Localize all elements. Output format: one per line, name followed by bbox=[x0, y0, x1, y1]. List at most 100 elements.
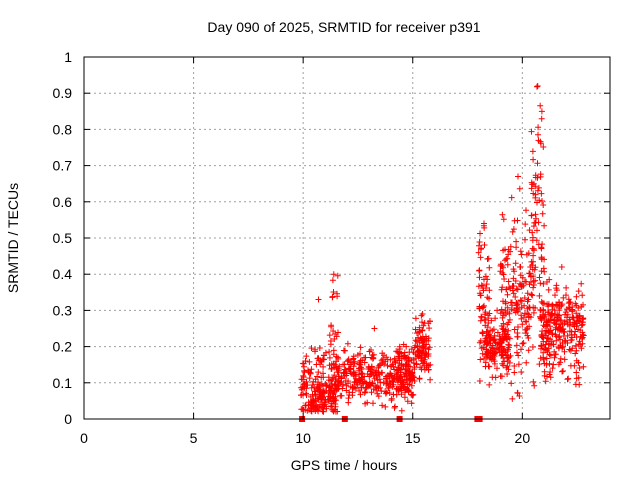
data-point bbox=[303, 392, 310, 398]
data-point bbox=[476, 274, 483, 281]
data-point bbox=[302, 358, 309, 364]
data-point bbox=[506, 359, 513, 366]
data-point bbox=[552, 326, 559, 333]
data-point bbox=[387, 363, 394, 370]
data-point bbox=[553, 321, 560, 328]
data-point bbox=[329, 395, 336, 402]
data-point bbox=[382, 403, 389, 410]
data-point bbox=[542, 330, 549, 337]
data-point bbox=[528, 212, 535, 219]
data-point bbox=[504, 355, 511, 362]
data-point bbox=[308, 384, 315, 391]
data-point bbox=[500, 347, 507, 354]
data-point bbox=[569, 314, 576, 321]
x-tick-label: 0 bbox=[80, 430, 88, 446]
data-point bbox=[478, 314, 485, 321]
data-point bbox=[569, 334, 576, 341]
data-point bbox=[500, 247, 507, 254]
data-point bbox=[488, 317, 495, 324]
data-point bbox=[419, 340, 426, 347]
data-point bbox=[502, 298, 509, 305]
data-point bbox=[580, 316, 587, 322]
data-point bbox=[557, 317, 564, 324]
data-point bbox=[517, 297, 524, 304]
data-point bbox=[552, 311, 559, 318]
data-point bbox=[477, 338, 484, 344]
data-point bbox=[500, 216, 507, 223]
data-point bbox=[507, 352, 514, 359]
data-point bbox=[556, 299, 562, 306]
data-point bbox=[477, 254, 484, 261]
data-point bbox=[329, 390, 336, 397]
data-point bbox=[480, 285, 487, 292]
data-point bbox=[393, 370, 400, 377]
data-point bbox=[394, 385, 401, 392]
data-point bbox=[483, 341, 490, 348]
data-point bbox=[534, 187, 541, 194]
data-point bbox=[512, 294, 519, 300]
data-point bbox=[540, 280, 547, 287]
data-point bbox=[414, 343, 421, 350]
data-point bbox=[572, 350, 579, 357]
data-point bbox=[562, 339, 569, 346]
data-point bbox=[559, 321, 566, 328]
data-point bbox=[538, 343, 545, 349]
data-point bbox=[580, 363, 587, 370]
data-point bbox=[367, 368, 374, 375]
data-point bbox=[530, 273, 537, 280]
data-point bbox=[492, 315, 499, 322]
data-point bbox=[357, 344, 364, 351]
data-point bbox=[486, 381, 493, 388]
data-point bbox=[508, 194, 515, 201]
data-point bbox=[489, 374, 496, 381]
data-point bbox=[546, 371, 553, 378]
data-point bbox=[555, 361, 562, 368]
data-point bbox=[422, 345, 429, 352]
data-point bbox=[542, 378, 549, 385]
data-point bbox=[349, 383, 356, 390]
data-point bbox=[573, 310, 580, 317]
data-point bbox=[408, 357, 415, 364]
data-point bbox=[552, 351, 559, 358]
data-point bbox=[308, 398, 315, 405]
data-point bbox=[479, 330, 486, 337]
data-point bbox=[565, 375, 572, 382]
data-point bbox=[361, 359, 368, 366]
data-point bbox=[326, 348, 333, 355]
data-point bbox=[526, 304, 533, 311]
data-point bbox=[537, 140, 544, 147]
data-point bbox=[511, 363, 518, 369]
data-point bbox=[538, 317, 545, 324]
data-point bbox=[370, 355, 377, 362]
data-point bbox=[498, 336, 504, 343]
data-point bbox=[553, 282, 560, 289]
x-axis-label: GPS time / hours bbox=[291, 457, 398, 473]
data-point bbox=[330, 374, 337, 381]
data-point bbox=[549, 331, 556, 338]
data-point bbox=[579, 292, 586, 299]
plot-frame bbox=[83, 56, 611, 420]
data-point bbox=[423, 351, 430, 358]
data-point bbox=[306, 358, 313, 365]
data-point bbox=[416, 376, 423, 382]
data-point bbox=[513, 244, 520, 251]
data-point bbox=[540, 202, 547, 208]
data-point bbox=[539, 210, 546, 217]
data-point bbox=[497, 268, 504, 275]
data-point bbox=[511, 217, 518, 224]
data-point bbox=[391, 366, 398, 373]
data-point bbox=[536, 274, 543, 281]
data-point bbox=[331, 336, 338, 342]
data-point bbox=[526, 323, 533, 330]
data-point bbox=[415, 334, 422, 341]
data-point bbox=[317, 401, 324, 408]
data-point bbox=[561, 356, 568, 363]
data-point bbox=[575, 288, 582, 295]
data-point bbox=[397, 366, 404, 373]
data-point bbox=[515, 324, 521, 330]
data-point bbox=[544, 301, 551, 308]
data-point bbox=[401, 349, 408, 356]
data-point bbox=[335, 385, 342, 392]
data-point bbox=[476, 378, 483, 384]
data-point bbox=[485, 315, 492, 322]
